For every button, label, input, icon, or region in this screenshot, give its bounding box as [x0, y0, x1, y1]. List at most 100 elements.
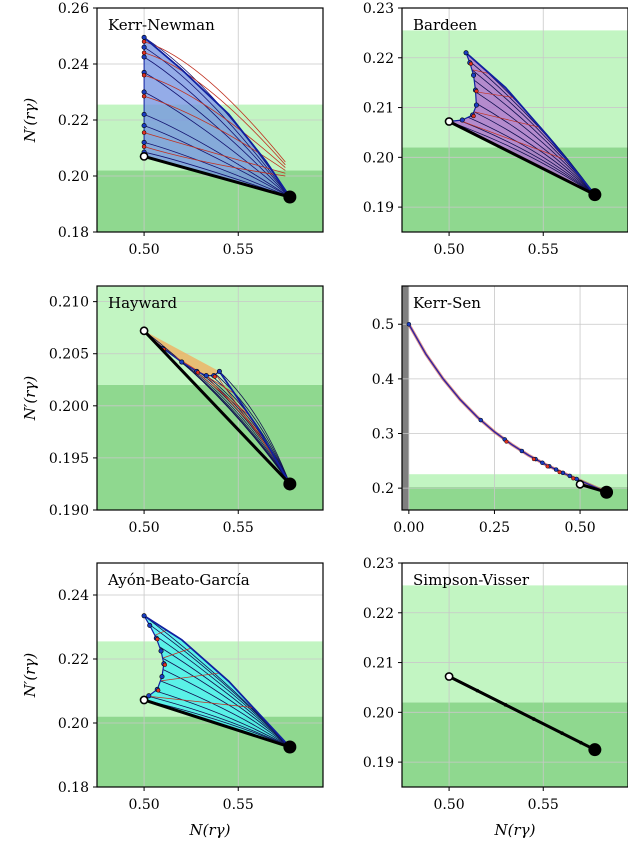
band-1: [402, 585, 628, 703]
red-curve: [459, 120, 568, 161]
marker-blue: [478, 417, 484, 423]
marker-blue: [574, 476, 579, 482]
end-point: [283, 477, 297, 491]
marker-red: [531, 457, 536, 462]
panel-title: Hayward: [108, 294, 177, 312]
red-curve: [154, 629, 167, 636]
marker-blue: [567, 473, 573, 479]
band-0: [97, 384, 323, 510]
marker-blue: [141, 613, 147, 619]
marker-blue: [553, 467, 559, 472]
x-axis-label: N(rγ): [494, 821, 536, 839]
start-point: [139, 695, 149, 705]
marker-red: [141, 72, 147, 78]
y-tick-label: 0.20: [58, 169, 89, 185]
panel-5: 0.50 0.55 0.18 0.20 0.22 0.24 Ayón-Beato-Garcí…: [21, 562, 324, 839]
marker-blue: [141, 111, 147, 117]
red-curve: [215, 374, 278, 462]
red-curve: [143, 52, 286, 166]
excluded-region: [402, 286, 409, 510]
axes-frame: [401, 7, 628, 233]
axes-frame: [401, 285, 628, 511]
mesh-curve: [467, 116, 596, 195]
mesh-curve: [143, 72, 291, 198]
marker-blue: [158, 648, 164, 654]
mesh-curve: [476, 103, 596, 195]
panel-title: Bardeen: [413, 16, 477, 34]
marker-red: [156, 688, 161, 693]
y-tick-label: 0.20: [363, 705, 394, 721]
marker-red: [195, 370, 200, 375]
y-tick-label: 0.22: [58, 113, 89, 129]
start-point: [139, 326, 149, 336]
end-point: [600, 485, 614, 499]
band-0: [402, 487, 628, 510]
red-curve: [205, 375, 264, 439]
marker-blue: [216, 368, 222, 374]
y-tick-label: 0.200: [49, 399, 89, 415]
y-tick-label: 0.22: [58, 652, 89, 668]
y-tick-label: 0.20: [58, 716, 89, 732]
mesh-curve: [215, 373, 291, 485]
mesh-curve: [162, 669, 291, 748]
y-tick-label: 0.24: [58, 588, 89, 604]
marker-red: [155, 637, 160, 642]
marker-red: [141, 50, 147, 56]
mesh-curve: [475, 91, 596, 195]
x-tick-label: 0.50: [433, 797, 464, 813]
marker-red: [504, 439, 509, 444]
outer-curve: [143, 615, 291, 748]
panel-2: 0.50 0.55 0.19 0.20 0.21 0.22 0.23 Bardeen: [363, 1, 628, 258]
red-curve: [191, 368, 250, 416]
red-curve: [473, 111, 541, 128]
band-0: [402, 702, 628, 787]
marker-red: [141, 144, 147, 149]
mesh-curve: [143, 114, 291, 198]
panel-title: Kerr-Sen: [413, 294, 481, 312]
marker-red: [212, 374, 217, 379]
marker-red: [141, 93, 147, 99]
y-tick-label: 0.19: [363, 755, 394, 771]
y-tick-label: 0.23: [363, 1, 394, 17]
x-axis-label: N(rγ): [189, 821, 231, 839]
band-0: [97, 716, 323, 787]
red-curve: [143, 146, 286, 177]
y-axis-label: N′(rγ): [21, 98, 39, 144]
marker-red: [545, 464, 550, 469]
mesh-curve: [219, 371, 291, 485]
x-tick-label: 0.00: [393, 520, 424, 536]
marker-blue: [147, 622, 153, 628]
mesh-curve: [159, 646, 291, 748]
mesh-curve: [143, 142, 291, 198]
y-tick-label: 0.205: [49, 347, 89, 363]
end-point: [283, 740, 297, 754]
mesh-curve: [143, 46, 291, 198]
y-tick-label: 0.190: [49, 503, 89, 519]
y-tick-label: 0.18: [58, 225, 89, 241]
x-tick-label: 0.55: [223, 797, 254, 813]
y-tick-label: 0.21: [363, 656, 394, 672]
start-point: [444, 117, 454, 126]
panel-title: Ayón-Beato-García: [107, 571, 250, 589]
end-point: [588, 743, 602, 757]
marker-red: [468, 61, 473, 66]
marker-red: [141, 130, 147, 135]
red-curve: [143, 41, 286, 163]
red-curve: [148, 695, 254, 708]
axes-frame: [96, 562, 324, 788]
axes-frame: [96, 285, 324, 511]
x-tick-label: 0.25: [479, 520, 510, 536]
mesh-curve: [168, 352, 291, 485]
marker-blue: [560, 470, 566, 476]
marker-blue: [406, 321, 412, 327]
red-curve: [143, 74, 286, 168]
baseline-segment: [143, 154, 291, 199]
marker-blue: [459, 117, 465, 123]
marker-blue: [471, 72, 477, 78]
y-tick-label: 0.22: [363, 51, 394, 67]
x-tick-label: 0.50: [433, 242, 464, 258]
y-tick-label: 0.3: [372, 427, 394, 443]
outer-curve: [218, 370, 291, 485]
marker-red: [571, 476, 576, 481]
